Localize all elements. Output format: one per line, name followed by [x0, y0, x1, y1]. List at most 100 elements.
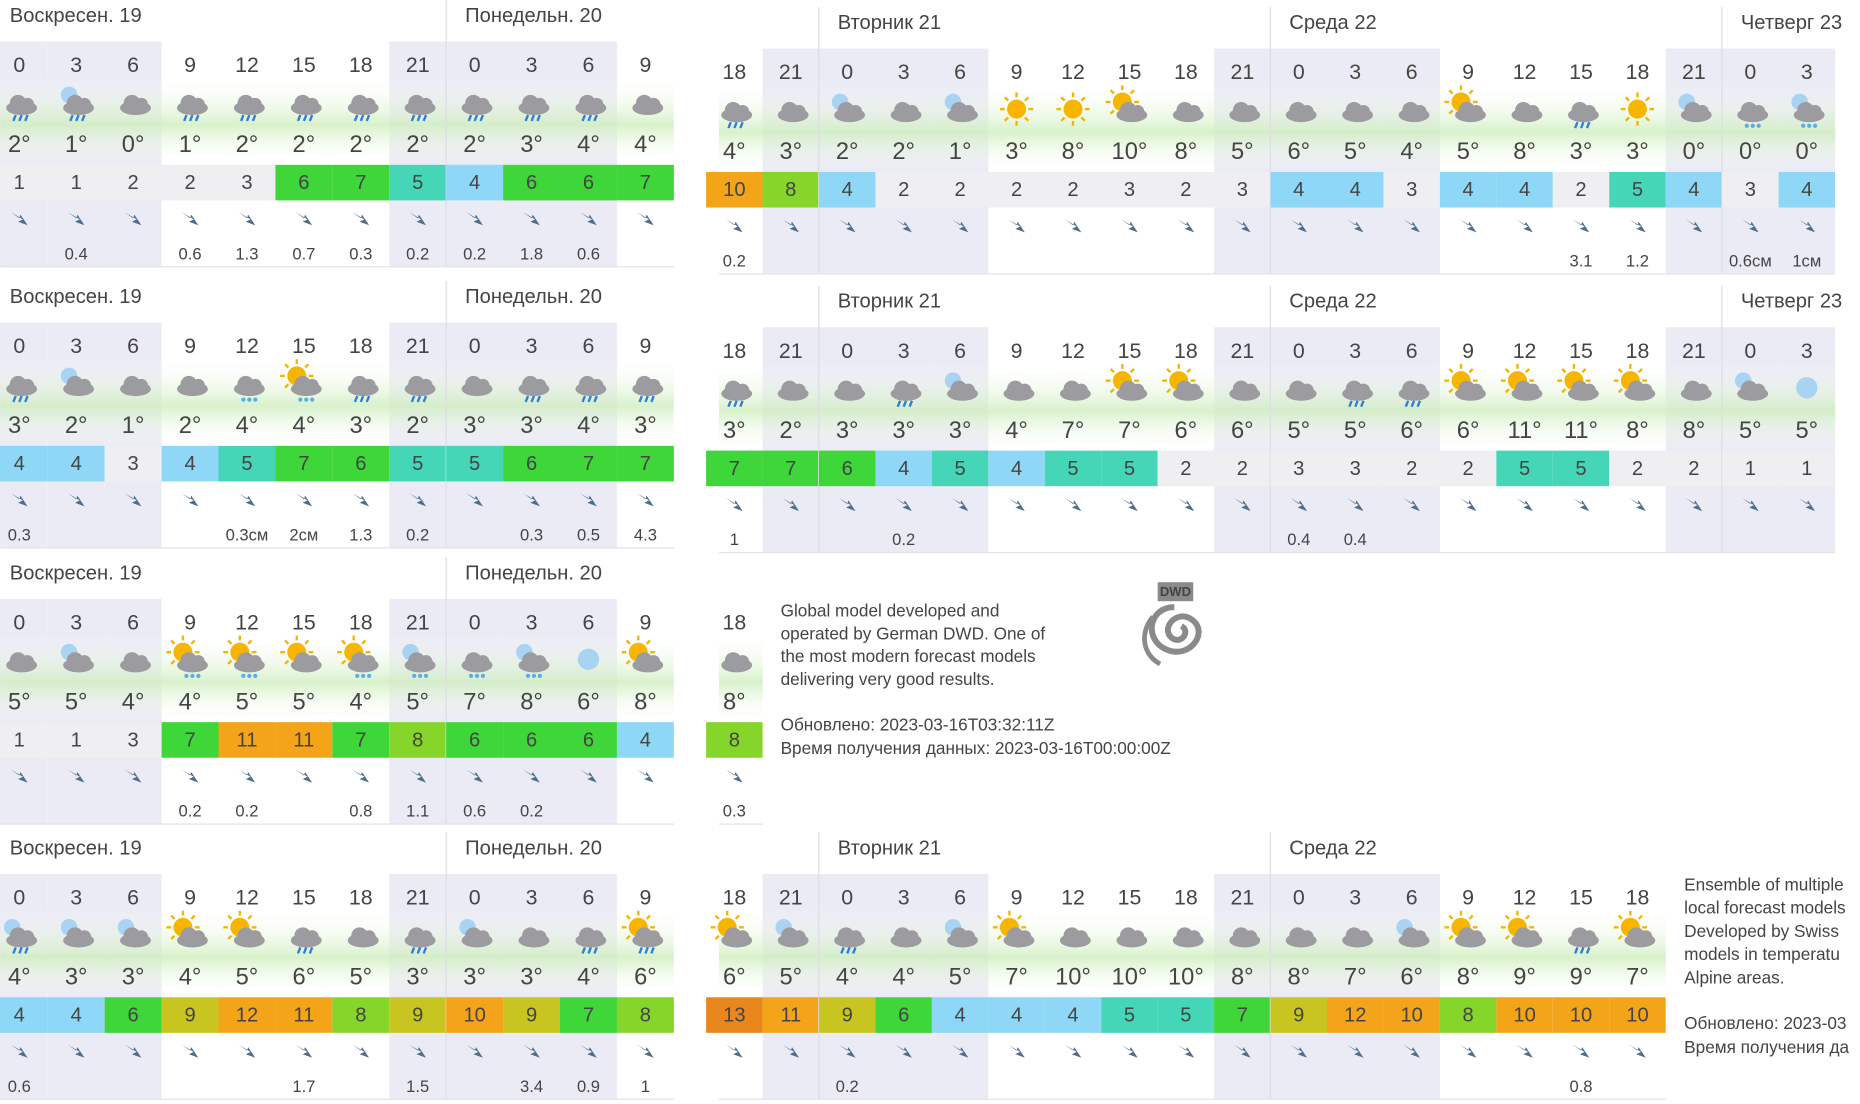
wind-cell: [1609, 171, 1666, 208]
temperature: 4°: [634, 132, 657, 158]
received: Время получения данных: 2023-03-16T00:00…: [781, 738, 1171, 758]
sun-ray: [1525, 914, 1531, 920]
wind-cell: [1270, 450, 1328, 487]
wind-arrow: [1234, 219, 1251, 233]
hour: 3: [1349, 339, 1361, 363]
rain-drop: [530, 114, 536, 122]
rain-drop: [1573, 121, 1579, 129]
hour: 0: [1293, 885, 1305, 909]
precipitation: 0.7: [292, 244, 315, 263]
temperature: 5°: [1344, 139, 1367, 165]
wind-arrow: [1742, 498, 1759, 512]
wind-speed: 10: [1626, 1005, 1648, 1027]
wind-speed: 2: [1067, 179, 1078, 201]
hour: 21: [1230, 885, 1254, 909]
wind-speed: 5: [412, 172, 423, 194]
wind-speed: 9: [412, 1005, 423, 1027]
rain-drop: [359, 114, 365, 122]
wind-speed: 2: [128, 172, 139, 194]
wind-speed: 7: [298, 453, 309, 475]
wind-speed: 4: [14, 1005, 25, 1027]
sun-ray: [1468, 368, 1474, 374]
precipitation: 3.4: [520, 1077, 543, 1096]
sun-ray: [1080, 116, 1086, 122]
hour: 6: [127, 885, 139, 909]
received: Время получения да: [1684, 1037, 1849, 1057]
rain-drop: [638, 395, 643, 403]
sun-ray: [304, 363, 310, 369]
weather-icon: [1342, 380, 1374, 408]
wind-speed: 8: [729, 729, 740, 751]
temperature: 1°: [122, 413, 145, 439]
weather-icon: [404, 927, 436, 954]
cloud: [21, 378, 35, 392]
wind-speed: 5: [1067, 458, 1078, 480]
wind-arrow: [637, 769, 654, 783]
cloud: [647, 378, 661, 392]
rain-drop: [1585, 947, 1591, 954]
hour: 3: [70, 53, 82, 77]
snow-flake: [1807, 123, 1812, 128]
weather-icon: [280, 635, 322, 673]
wind-arrow: [466, 1044, 483, 1058]
rain-drop: [1404, 400, 1410, 408]
temperature: 8°: [1513, 139, 1536, 165]
wind-arrow: [1742, 219, 1759, 233]
temperature: 6°: [1287, 139, 1310, 165]
wind-cell: [1496, 997, 1553, 1033]
snow-flake: [241, 673, 246, 679]
sun-ray: [1080, 96, 1086, 102]
weather-icon: [461, 652, 493, 679]
weather-icon: [120, 652, 151, 673]
temperature: 9°: [1570, 965, 1593, 991]
precipitation: 0.6: [463, 802, 486, 821]
sun-ray: [284, 383, 290, 389]
wind-speed: 4: [1011, 1005, 1022, 1027]
wind-cell: [104, 164, 162, 201]
wind-arrow: [1516, 498, 1533, 512]
day-label: Вторник 21: [838, 837, 941, 859]
wind-speed: 6: [298, 172, 309, 194]
rain-drop: [593, 947, 598, 954]
temperature: 3°: [779, 139, 802, 165]
cloud: [792, 104, 806, 118]
wind-speed: 2: [1237, 458, 1248, 480]
weather-icon: [3, 919, 38, 954]
wind-cell: [332, 445, 390, 482]
sun-ray: [1617, 368, 1623, 374]
rain-drop: [18, 395, 23, 403]
weather-icon: [233, 94, 265, 122]
snow-flake: [241, 397, 246, 402]
cloud: [647, 97, 661, 111]
wind-cell: [875, 171, 932, 208]
cloud: [305, 97, 319, 111]
hour: 9: [639, 53, 651, 77]
hour: 21: [406, 53, 430, 77]
temperature: 3°: [463, 965, 486, 991]
wind-cell: [1496, 171, 1553, 208]
wind-cell: [0, 722, 48, 758]
wind-arrow: [1346, 1044, 1364, 1058]
weather-icon: [223, 635, 265, 679]
wind-arrow: [409, 493, 427, 507]
wind-speed: 4: [1350, 179, 1361, 201]
wind-cell: [931, 171, 989, 208]
rain-drop: [739, 121, 744, 129]
model-description: local forecast models: [1684, 898, 1845, 918]
hour: 3: [526, 610, 538, 634]
hour: 6: [954, 60, 966, 84]
rain-drop: [739, 400, 744, 408]
wind-cell: [875, 997, 932, 1033]
sun-ray: [170, 914, 176, 920]
sun-ray: [284, 639, 290, 645]
temperature-band: [0, 633, 674, 723]
logo-box: [1157, 582, 1194, 602]
day-label: Среда 22: [1289, 12, 1376, 34]
temperature: 4°: [236, 413, 259, 439]
wind-arrow: [1403, 219, 1420, 233]
cloud: [134, 97, 148, 111]
wind-speed: 5: [1632, 179, 1643, 201]
temperature: 1°: [65, 132, 88, 158]
wind-arrow: [181, 1044, 199, 1058]
wind-speed: 2: [1406, 458, 1417, 480]
